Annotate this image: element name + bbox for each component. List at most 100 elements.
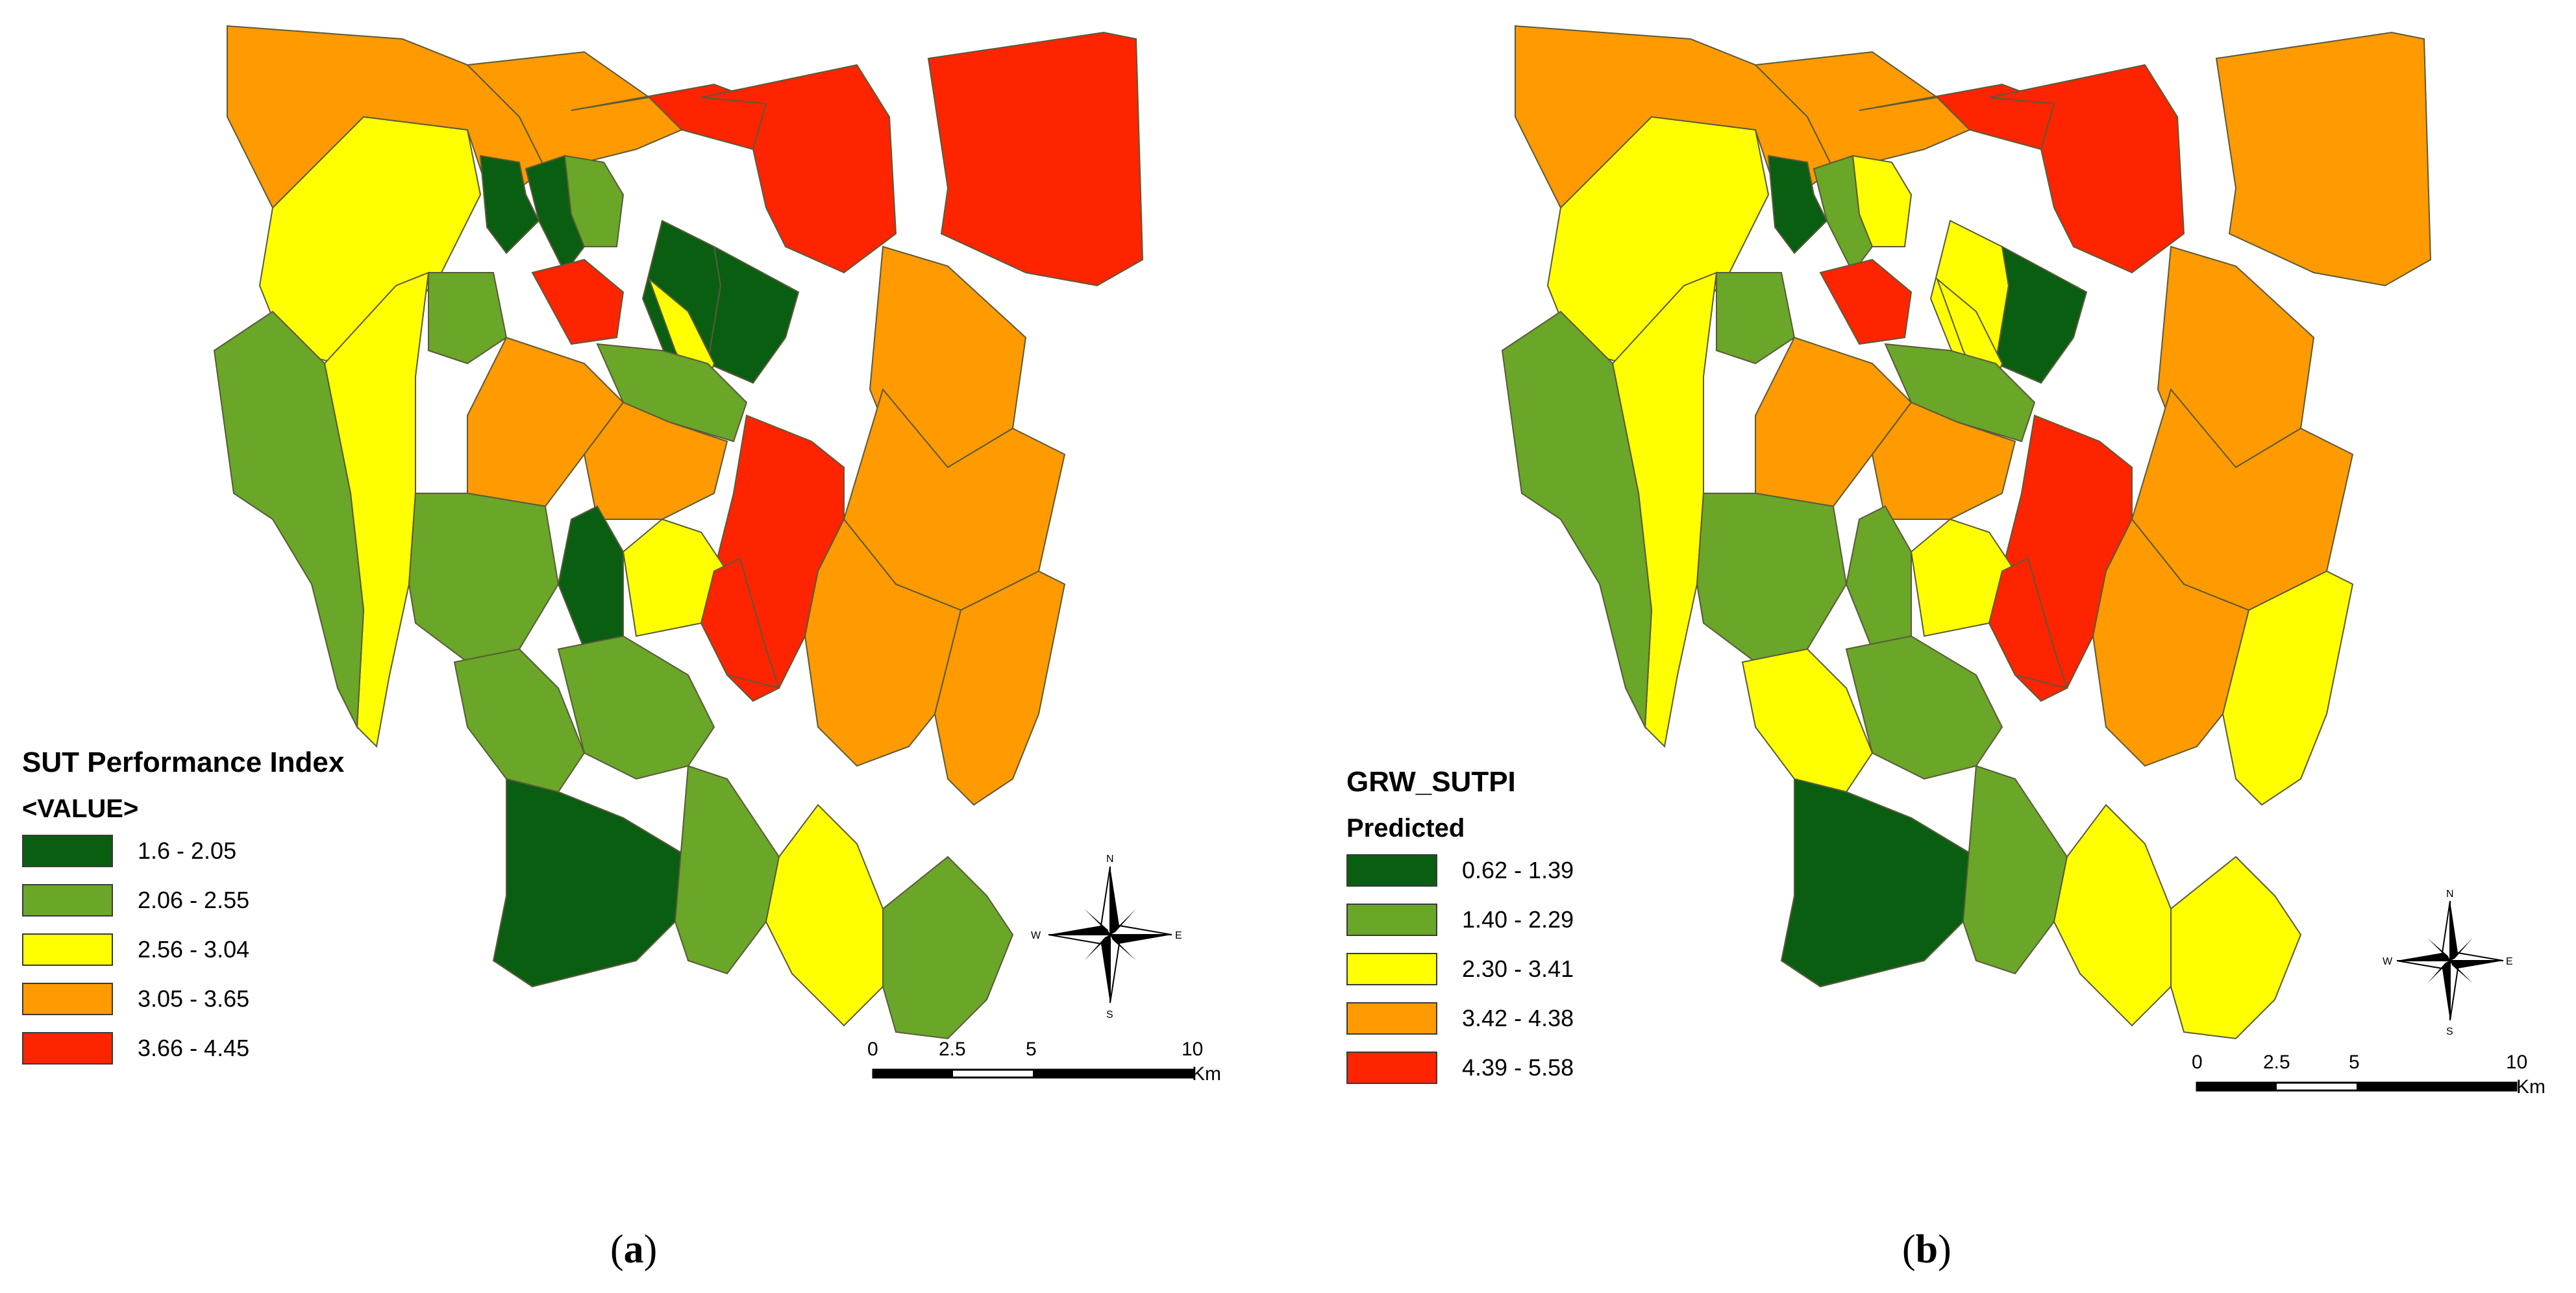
district-28 (2222, 570, 2354, 806)
legend-item: 3.05 - 3.65 (22, 977, 344, 1021)
district-8 (213, 310, 365, 730)
district-30 (557, 635, 715, 780)
legend-item: 4.39 - 5.58 (1346, 1046, 1574, 1090)
district-27 (1988, 557, 2068, 689)
district-25 (557, 505, 624, 650)
district-30 (1845, 635, 2003, 780)
district-24 (1696, 493, 1848, 663)
compass-east-label: E (2506, 956, 2513, 967)
district-16 (428, 272, 508, 365)
district-5 (1988, 64, 2185, 274)
district-34 (2170, 856, 2302, 1040)
legend-swatch (1346, 953, 1437, 985)
legend-item: 3.42 - 4.38 (1346, 996, 1574, 1041)
legend-swatch (22, 983, 113, 1015)
compass-rose: N S E W (2383, 889, 2513, 1037)
compass-east-label: E (1175, 930, 1182, 941)
district-29 (453, 648, 586, 793)
district-31 (1780, 778, 1977, 988)
compass-west-label: W (2383, 956, 2393, 967)
legend-label: 2.06 - 2.55 (138, 887, 250, 913)
legend-label: 3.66 - 4.45 (138, 1035, 250, 1061)
district-13 (1994, 245, 2088, 384)
legend-item: 3.66 - 4.45 (22, 1026, 344, 1070)
legend-label: 3.42 - 4.38 (1462, 1005, 1574, 1031)
scale-tick-10: 10 (1182, 1039, 1204, 1060)
choropleth-map-a: N S E W (213, 25, 1194, 1079)
district-16 (1716, 272, 1796, 365)
compass-north-label: N (1106, 854, 1114, 865)
district-13 (706, 245, 800, 384)
legend-swatch (22, 835, 113, 867)
scale-bar (872, 1068, 1194, 1079)
district-8 (1501, 310, 1653, 730)
legend-item: 2.56 - 3.04 (22, 928, 344, 972)
district-11 (564, 154, 625, 247)
legend-swatch (1346, 1052, 1437, 1084)
caption-letter: a (623, 1227, 644, 1272)
legend-swatch (1346, 854, 1437, 887)
district-25 (1845, 505, 1912, 650)
legend-item: 0.62 - 1.39 (1346, 848, 1574, 893)
caption-open: ( (610, 1227, 624, 1272)
district-33 (765, 804, 884, 1027)
legend-swatch (22, 933, 113, 966)
district-31 (492, 778, 689, 988)
legend-item: 1.6 - 2.05 (22, 829, 344, 873)
caption-close: ) (643, 1227, 658, 1272)
district-24 (408, 493, 560, 663)
scale-tick-0: 0 (2192, 1052, 2203, 1073)
district-18 (467, 336, 625, 508)
panel-caption: (a) (610, 1227, 657, 1273)
district-33 (2053, 804, 2172, 1027)
scale-tick-2-5: 2.5 (939, 1039, 966, 1060)
scale-tick-10: 10 (2506, 1052, 2528, 1073)
legend-item: 2.30 - 3.41 (1346, 947, 1574, 991)
scale-tick-5: 5 (1026, 1039, 1037, 1060)
caption-close: ) (1938, 1227, 1951, 1272)
district-19 (583, 401, 728, 520)
district-27 (700, 557, 780, 689)
compass-north-label: N (2446, 889, 2454, 900)
legend: GRW_SUTPI Predicted 0.62 - 1.39 1.40 - 2.… (1346, 766, 1574, 1090)
legend-label: 4.39 - 5.58 (1462, 1054, 1574, 1081)
panel-caption: (b) (1902, 1227, 1951, 1273)
legend-swatch (1346, 904, 1437, 936)
caption-open: ( (1902, 1227, 1916, 1272)
scale-tick-2-5: 2.5 (2263, 1052, 2290, 1073)
legend-label: 1.6 - 2.05 (138, 837, 237, 864)
district-5 (700, 64, 897, 274)
legend-subtitle: <VALUE> (22, 794, 139, 823)
legend-swatch (1346, 1002, 1437, 1035)
scale-unit: Km (2516, 1076, 2545, 1098)
scale-tick-0: 0 (867, 1039, 878, 1060)
compass-rose: N S E W (1031, 854, 1182, 1020)
map-panel-a: N S E W 0 2.5 5 10 Km SUT Performance In… (22, 25, 1221, 1273)
district-14 (531, 258, 625, 345)
legend: SUT Performance Index <VALUE> 1.6 - 2.05… (22, 746, 344, 1070)
district-11 (1852, 154, 1913, 247)
scale-unit: Km (1192, 1063, 1221, 1085)
district-28 (934, 570, 1066, 806)
district-18 (1755, 336, 1913, 508)
district-32 (674, 765, 780, 975)
compass-west-label: W (1031, 930, 1041, 941)
compass-south-label: S (1106, 1009, 1113, 1020)
district-6 (927, 31, 1144, 287)
district-29 (1741, 648, 1874, 793)
legend-title: SUT Performance Index (22, 746, 345, 778)
map-panel-b: N S E W 0 2.5 5 10 Km GRW_SUTPI Predicte… (1288, 0, 2576, 1293)
district-32 (1962, 765, 2068, 975)
scale-bar (2196, 1081, 2518, 1092)
legend-label: 1.40 - 2.29 (1462, 906, 1574, 933)
district-34 (882, 856, 1014, 1040)
legend-item: 1.40 - 2.29 (1346, 898, 1574, 942)
compass-south-label: S (2446, 1026, 2453, 1037)
scale-tick-5: 5 (2349, 1052, 2360, 1073)
caption-letter: b (1915, 1227, 1938, 1272)
legend-label: 2.30 - 3.41 (1462, 955, 1574, 982)
legend-swatch (22, 1032, 113, 1065)
legend-label: 3.05 - 3.65 (138, 985, 250, 1012)
choropleth-map-b: N S E W (1501, 25, 2518, 1092)
district-6 (2215, 31, 2432, 287)
